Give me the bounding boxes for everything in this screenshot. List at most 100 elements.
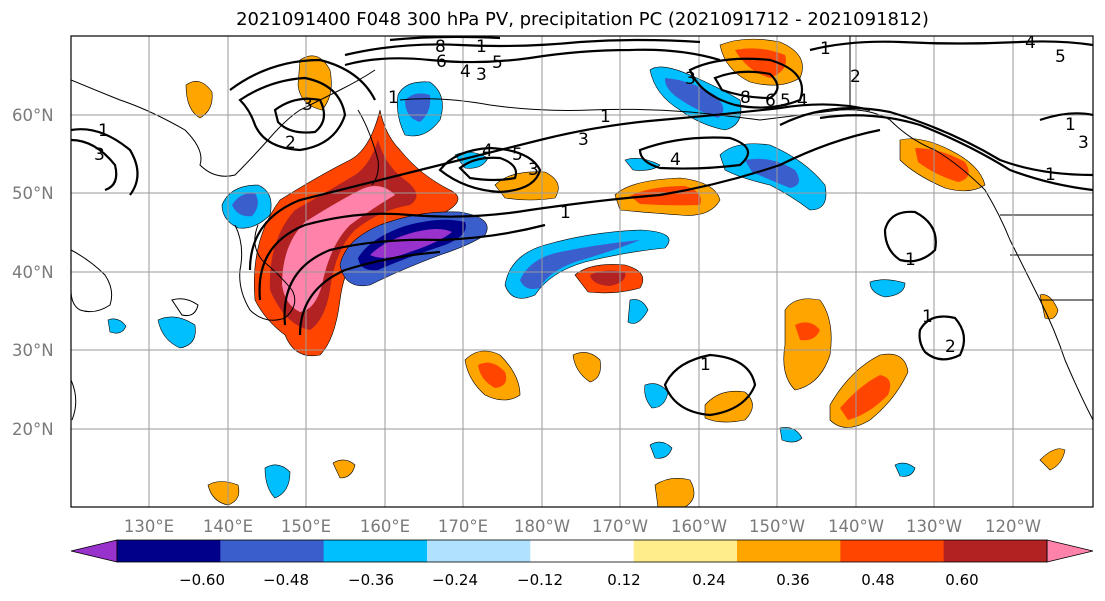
shading-blob bbox=[157, 316, 196, 349]
longitude-labels: 130°E 140°E 150°E 160°E 170°E 180°W 170°… bbox=[124, 517, 1041, 536]
lat-label-30n: 30°N bbox=[12, 341, 54, 360]
colorbar-tick-label: −0.24 bbox=[432, 571, 478, 589]
contour-label: 5 bbox=[492, 53, 503, 73]
pv-contour bbox=[248, 103, 871, 271]
pv-contour bbox=[779, 107, 1093, 177]
lon-label: 160°W bbox=[671, 517, 727, 536]
colorbar-tick-label: 0.12 bbox=[607, 571, 640, 589]
contour-label: 3 bbox=[94, 145, 105, 165]
colorbar-segment bbox=[323, 540, 428, 562]
pv-contour bbox=[298, 250, 441, 336]
pv-contour bbox=[344, 38, 701, 57]
shading-blob bbox=[590, 270, 626, 286]
contour-label: 8 bbox=[740, 88, 751, 108]
shading-blob bbox=[185, 80, 213, 119]
lon-label: 120°W bbox=[985, 517, 1041, 536]
pv-contour bbox=[389, 36, 501, 42]
shading-blob bbox=[207, 481, 240, 506]
lon-label: 150°E bbox=[281, 517, 331, 536]
colorbar-segment bbox=[427, 540, 531, 562]
contour-label: 6 bbox=[436, 52, 447, 72]
contour-label: 5 bbox=[780, 91, 791, 111]
contour-label: 2 bbox=[850, 67, 861, 87]
contour-label: 1 bbox=[600, 107, 611, 127]
pv-contour bbox=[1039, 112, 1093, 122]
pv-contour bbox=[273, 97, 326, 134]
lon-label: 140°W bbox=[828, 517, 884, 536]
pv-contour bbox=[809, 40, 1093, 52]
pv-contour bbox=[71, 138, 118, 192]
pv-contour bbox=[883, 210, 937, 263]
latitude-labels: 60°N 50°N 40°N 30°N 20°N bbox=[12, 106, 54, 439]
colorbar-segment bbox=[220, 540, 325, 562]
shading-blob bbox=[779, 427, 803, 443]
contour-label: 3 bbox=[476, 65, 487, 85]
colorbar-tick-label: −0.12 bbox=[517, 571, 563, 589]
colorbar-frame bbox=[116, 539, 1048, 563]
shading-blob bbox=[107, 318, 127, 334]
colorbar-segment bbox=[943, 540, 1048, 562]
pv-contour bbox=[344, 48, 721, 67]
coastlines bbox=[71, 36, 1093, 421]
contour-label: 8 bbox=[435, 37, 446, 57]
contour-label: 2 bbox=[285, 133, 296, 153]
contour-label: 1 bbox=[922, 307, 933, 327]
contour-label: 1 bbox=[820, 39, 831, 59]
colorbar: −0.60 −0.48 −0.36 −0.24 −0.12 0.12 0.24 … bbox=[70, 539, 1094, 589]
contour-label: 4 bbox=[1025, 33, 1036, 53]
map-title: 2021091400 F048 300 hPa PV, precipitatio… bbox=[236, 9, 929, 30]
contour-label: 1 bbox=[388, 88, 399, 108]
shading-blob bbox=[232, 192, 258, 217]
colorbar-ticks: −0.60 −0.48 −0.36 −0.24 −0.12 0.12 0.24 … bbox=[179, 571, 979, 589]
pv-contour bbox=[458, 156, 518, 182]
pv-contour bbox=[713, 70, 779, 100]
lat-label-50n: 50°N bbox=[12, 184, 54, 203]
lat-label-40n: 40°N bbox=[12, 263, 54, 282]
lon-label: 140°E bbox=[203, 517, 253, 536]
shading-blob bbox=[644, 383, 669, 409]
shading-blob bbox=[1039, 448, 1066, 471]
lon-label: 180°W bbox=[514, 517, 570, 536]
lat-label-20n: 20°N bbox=[12, 420, 54, 439]
colorbar-tick-label: −0.60 bbox=[179, 571, 225, 589]
shading-blob bbox=[627, 299, 649, 324]
contour-label: 1 bbox=[700, 355, 711, 375]
contour-label: 1 bbox=[98, 121, 109, 141]
contour-label: 5 bbox=[512, 145, 523, 165]
contour-label: 1 bbox=[905, 250, 916, 270]
contour-label: 3 bbox=[1078, 133, 1089, 153]
shading-blob bbox=[654, 478, 695, 507]
contour-label: 1 bbox=[1065, 115, 1076, 135]
pv-contour bbox=[918, 315, 966, 361]
shading-blob bbox=[795, 322, 820, 341]
contour-label: 5 bbox=[1055, 47, 1066, 67]
lon-label: 130°W bbox=[906, 517, 962, 536]
colorbar-segment bbox=[737, 540, 841, 562]
pv-contour bbox=[283, 223, 546, 326]
contour-label: 1 bbox=[476, 37, 487, 57]
pv-contour bbox=[258, 128, 881, 301]
contour-label: 3 bbox=[685, 69, 696, 89]
contour-labels: 8 1 6 4 3 5 3 1 3 2 1 3 4 5 3 4 1 3 8 6 … bbox=[94, 33, 1089, 375]
colorbar-extend-left bbox=[70, 539, 118, 563]
colorbar-segment bbox=[530, 540, 635, 562]
shading-blob bbox=[915, 148, 969, 182]
contour-label: 4 bbox=[797, 91, 808, 111]
coastline bbox=[71, 379, 77, 421]
contour-label: 4 bbox=[482, 141, 493, 161]
shading-blob bbox=[572, 352, 601, 383]
contour-label: 2 bbox=[945, 337, 956, 357]
contour-label: 6 bbox=[765, 91, 776, 111]
contour-label: 4 bbox=[670, 150, 681, 170]
shading-blob bbox=[478, 362, 507, 388]
shading-blob bbox=[783, 298, 832, 391]
shading-blob bbox=[504, 229, 670, 299]
colorbar-tick-label: −0.48 bbox=[263, 571, 309, 589]
contour-label: 3 bbox=[528, 160, 539, 180]
map-border bbox=[70, 35, 1094, 508]
shading-blob bbox=[332, 459, 356, 479]
pv-contour bbox=[229, 58, 376, 101]
shading-blob bbox=[649, 441, 673, 459]
colorbar-tick-label: 0.24 bbox=[692, 571, 725, 589]
